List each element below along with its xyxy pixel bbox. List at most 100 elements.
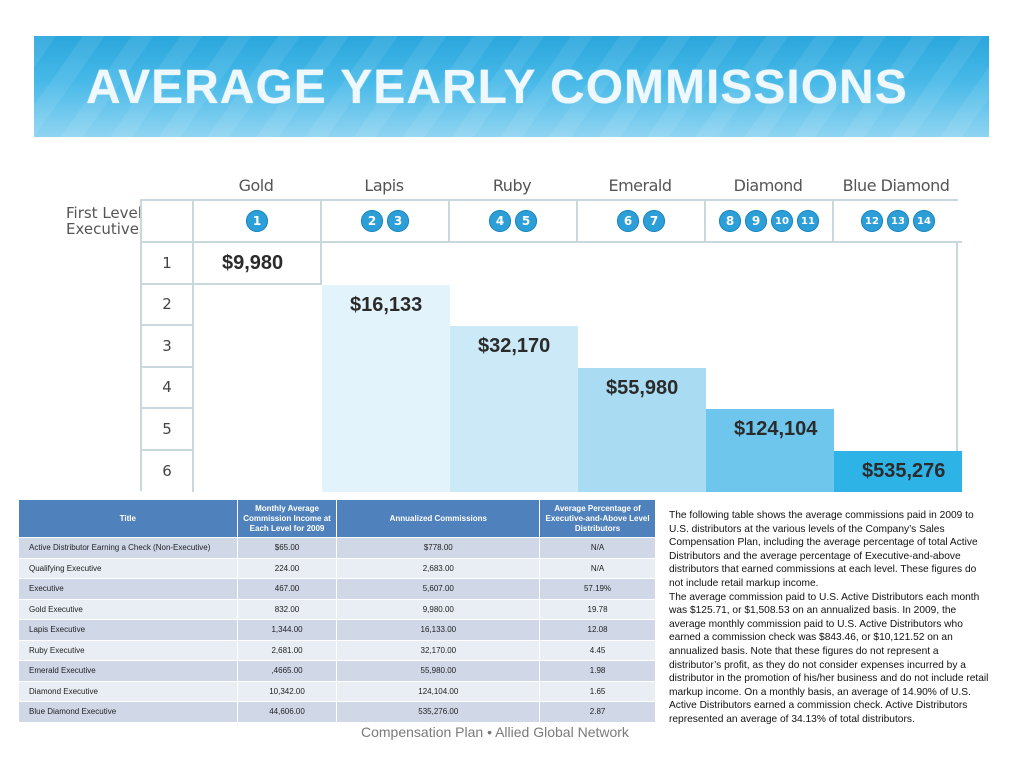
cell-percentage: 19.78 bbox=[539, 598, 656, 620]
cell-annualized: 2,683.00 bbox=[336, 557, 541, 579]
level-badges-cell: 12 13 14 bbox=[834, 201, 962, 243]
row-number: 4 bbox=[142, 367, 194, 409]
level-column-band bbox=[322, 284, 450, 492]
table-row: Diamond Executive 10,342.00 124,104.00 1.65 bbox=[18, 680, 656, 702]
level-column-band bbox=[450, 326, 578, 492]
cell-title: Diamond Executive bbox=[18, 680, 238, 702]
level-number-badge: 1 bbox=[246, 210, 268, 232]
level-number-badge: 9 bbox=[745, 210, 767, 232]
row-number: 5 bbox=[142, 409, 194, 451]
level-amount: $124,104 bbox=[734, 418, 818, 440]
cell-annualized: 5,607.00 bbox=[336, 578, 541, 600]
cell-annualized: 32,170.00 bbox=[336, 639, 541, 661]
table-row: Gold Executive 832.00 9,980.00 19.78 bbox=[18, 598, 656, 620]
cell-title: Lapis Executive bbox=[18, 619, 238, 641]
cell-monthly: 1,344.00 bbox=[236, 619, 338, 641]
header-corner-cell bbox=[142, 201, 194, 243]
cell-percentage: 1.98 bbox=[539, 660, 656, 682]
table-row: Lapis Executive 1,344.00 16,133.00 12.08 bbox=[18, 619, 656, 641]
table-body: Active Distributor Earning a Check (Non-… bbox=[18, 537, 656, 723]
gold-cell-outline bbox=[194, 243, 322, 285]
level-label: Lapis bbox=[364, 176, 404, 195]
level-column-band bbox=[578, 367, 706, 492]
cell-annualized: 535,276.00 bbox=[336, 701, 541, 723]
level-label: Emerald bbox=[608, 176, 672, 195]
cell-monthly: ,4665.00 bbox=[236, 660, 338, 682]
description-paragraph-1: The following table shows the average co… bbox=[669, 510, 978, 589]
level-column-band bbox=[706, 409, 834, 492]
cell-title: Emerald Executive bbox=[18, 660, 238, 682]
commission-staircase: 1 2 3 4 5 6 7 8 9 10 11 12 13 14 1 2 3 4 5 6 $9,980 $16,133 $3… bbox=[140, 199, 962, 492]
level-badges-cell: 8 9 10 11 bbox=[706, 201, 834, 243]
cell-monthly: 467.00 bbox=[236, 578, 338, 600]
cell-title: Gold Executive bbox=[18, 598, 238, 620]
cell-annualized: 9,980.00 bbox=[336, 598, 541, 620]
cell-percentage: 4.45 bbox=[539, 639, 656, 661]
level-number-badge: 8 bbox=[719, 210, 741, 232]
cell-annualized: 55,980.00 bbox=[336, 660, 541, 682]
level-number-badge: 10 bbox=[771, 210, 793, 232]
level-number-badge: 11 bbox=[797, 210, 819, 232]
level-column-band bbox=[834, 450, 962, 492]
level-number-badge: 4 bbox=[489, 210, 511, 232]
level-amount: $535,276 bbox=[862, 459, 946, 482]
level-number-badge: 7 bbox=[643, 210, 665, 232]
cell-monthly: 44,606.00 bbox=[236, 701, 338, 723]
table-header-row: Title Monthly Average Commission Income … bbox=[18, 499, 656, 538]
cell-annualized: 124,104.00 bbox=[336, 680, 541, 702]
first-level-executives-label: First Level Executives bbox=[66, 204, 147, 238]
table-row: Emerald Executive ,4665.00 55,980.00 1.98 bbox=[18, 660, 656, 682]
level-label: Diamond bbox=[733, 176, 803, 195]
cell-title: Executive bbox=[18, 578, 238, 600]
level-number-badge: 2 bbox=[361, 210, 383, 232]
cell-percentage: 57.19% bbox=[539, 578, 656, 600]
cell-percentage: N/A bbox=[539, 537, 656, 559]
row-number: 2 bbox=[142, 284, 194, 326]
header-annualized: Annualized Commissions bbox=[336, 499, 541, 538]
title-banner: AVERAGE YEARLY COMMISSIONS bbox=[34, 36, 989, 137]
banner-texture bbox=[34, 36, 989, 137]
table-row: Active Distributor Earning a Check (Non-… bbox=[18, 537, 656, 559]
cell-monthly: $65.00 bbox=[236, 537, 338, 559]
cell-annualized: $778.00 bbox=[336, 537, 541, 559]
level-amount: $16,133 bbox=[350, 293, 423, 316]
description-paragraph-2: The average commission paid to U.S. Acti… bbox=[669, 591, 989, 725]
row-number: 6 bbox=[142, 450, 194, 492]
level-label: Blue Diamond bbox=[842, 176, 950, 195]
cell-title: Qualifying Executive bbox=[18, 557, 238, 579]
level-label: Ruby bbox=[492, 176, 532, 195]
cell-monthly: 832.00 bbox=[236, 598, 338, 620]
cell-annualized: 16,133.00 bbox=[336, 619, 541, 641]
cell-title: Blue Diamond Executive bbox=[18, 701, 238, 723]
footer-text: Compensation Plan • Allied Global Networ… bbox=[361, 724, 629, 740]
level-number-badge: 13 bbox=[887, 210, 909, 232]
row-number: 3 bbox=[142, 326, 194, 368]
header-monthly: Monthly Average Commission Income at Eac… bbox=[236, 499, 338, 538]
level-number-badge: 3 bbox=[387, 210, 409, 232]
level-badges-cell: 1 bbox=[194, 201, 322, 243]
page-title: AVERAGE YEARLY COMMISSIONS bbox=[86, 61, 908, 114]
level-amount: $9,980 bbox=[222, 252, 284, 274]
cell-percentage: 2.87 bbox=[539, 701, 656, 723]
cell-title: Ruby Executive bbox=[18, 639, 238, 661]
level-number-badge: 12 bbox=[861, 210, 883, 232]
header-percentage: Average Percentage of Executive-and-Abov… bbox=[539, 499, 656, 538]
level-number-badge: 5 bbox=[515, 210, 537, 232]
level-number-badge: 6 bbox=[617, 210, 639, 232]
cell-monthly: 2,681.00 bbox=[236, 639, 338, 661]
description-text: The following table shows the average co… bbox=[669, 509, 993, 727]
level-label: Gold bbox=[238, 176, 274, 195]
header-title: Title bbox=[18, 499, 238, 538]
level-number-badge: 14 bbox=[913, 210, 935, 232]
cell-monthly: 10,342.00 bbox=[236, 680, 338, 702]
cell-percentage: N/A bbox=[539, 557, 656, 579]
table-row: Ruby Executive 2,681.00 32,170.00 4.45 bbox=[18, 639, 656, 661]
cell-monthly: 224.00 bbox=[236, 557, 338, 579]
cell-title: Active Distributor Earning a Check (Non-… bbox=[18, 537, 238, 559]
cell-percentage: 1.65 bbox=[539, 680, 656, 702]
commission-table: Title Monthly Average Commission Income … bbox=[18, 499, 656, 723]
level-amount: $55,980 bbox=[606, 376, 679, 399]
